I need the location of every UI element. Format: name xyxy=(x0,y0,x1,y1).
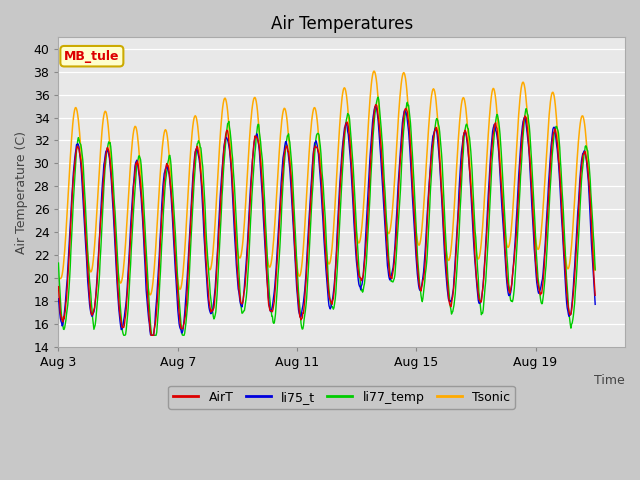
Text: MB_tule: MB_tule xyxy=(64,50,120,63)
Title: Air Temperatures: Air Temperatures xyxy=(271,15,413,33)
Y-axis label: Air Temperature (C): Air Temperature (C) xyxy=(15,131,28,253)
Legend: AirT, li75_t, li77_temp, Tsonic: AirT, li75_t, li77_temp, Tsonic xyxy=(168,385,515,408)
X-axis label: Time: Time xyxy=(595,374,625,387)
